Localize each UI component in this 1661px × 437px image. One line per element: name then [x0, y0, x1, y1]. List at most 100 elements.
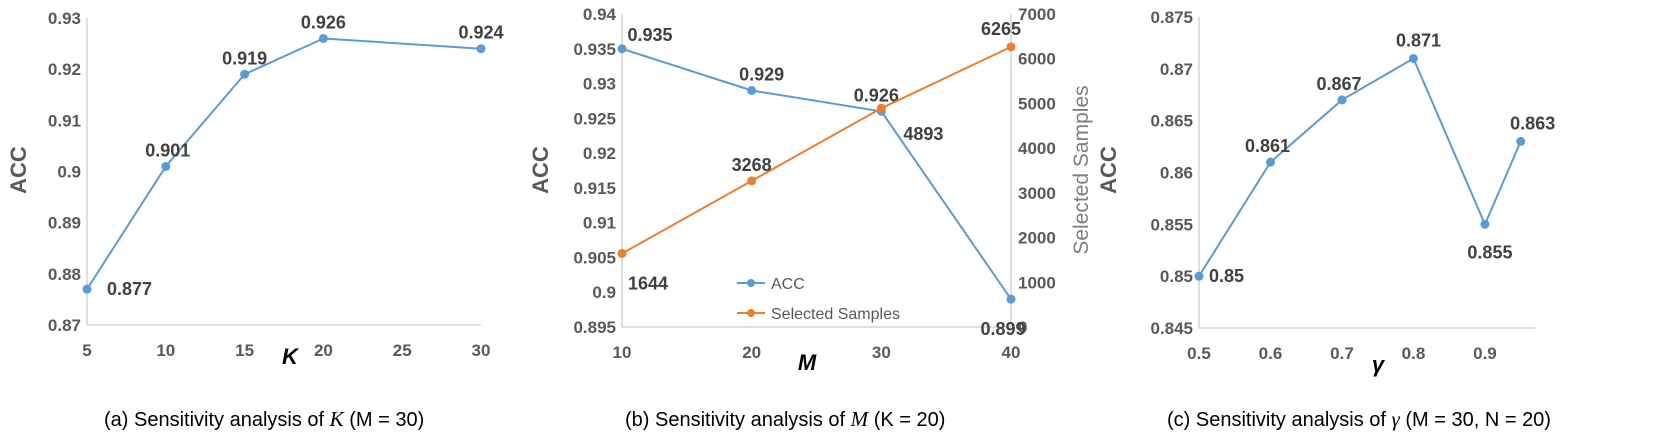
x-axis-title: γ — [1372, 352, 1386, 377]
y2-tick-label: 4000 — [1018, 139, 1056, 158]
series-line — [86, 37, 482, 290]
x-tick-label: 20 — [314, 341, 333, 360]
caption-a: (a) Sensitivity analysis of K (M = 30) — [104, 407, 424, 432]
y2-axis-title: Selected Samples — [1070, 85, 1093, 254]
chart-m-sensitivity: 0.895 0.9 0.905 0.91 0.915 0.92 0.925 0.93 0.935… — [528, 5, 1093, 375]
data-label: 0.855 — [1467, 242, 1512, 262]
caption-a-prefix: (a) Sensitivity analysis of — [104, 409, 330, 431]
y-tick-label: 0.89 — [48, 214, 81, 233]
data-point — [876, 103, 886, 113]
data-point — [1006, 294, 1016, 304]
y-tick-label: 0.94 — [583, 5, 617, 24]
legend-swatch-marker — [747, 309, 755, 317]
data-label: 0.871 — [1396, 30, 1441, 50]
y2-tick-label: 1000 — [1018, 273, 1056, 292]
data-label: 0.901 — [145, 140, 190, 160]
data-point — [617, 248, 627, 258]
x-tick-label: 10 — [156, 341, 175, 360]
x-tick-label: 5 — [82, 341, 91, 360]
x-tick-label: 25 — [393, 341, 412, 360]
y-tick-label: 0.93 — [583, 75, 616, 94]
data-point — [1006, 42, 1016, 52]
chart-gamma-sensitivity: 0.845 0.85 0.855 0.86 0.865 0.87 0.875 0.5 0.6 0.… — [1096, 8, 1555, 377]
y-tick-label: 0.895 — [573, 318, 616, 337]
data-point — [1337, 95, 1347, 105]
caption-a-var: K — [329, 407, 344, 431]
x-axis-title: K — [282, 344, 300, 369]
data-label: 0.899 — [980, 319, 1025, 339]
y-tick-label: 0.9 — [57, 163, 81, 182]
caption-b-prefix: (b) Sensitivity analysis of — [625, 409, 851, 431]
y-tick-label: 0.9 — [592, 283, 616, 302]
chart-k-sensitivity: 0.87 0.88 0.89 0.9 0.91 0.92 0.93 5 10 15 20 25 30 AC… — [6, 9, 504, 369]
y-tick-label: 0.88 — [48, 265, 81, 284]
data-point — [1194, 271, 1204, 281]
data-point — [1408, 53, 1418, 63]
y-tick-label: 0.91 — [48, 111, 81, 130]
data-label: 0.861 — [1245, 136, 1290, 156]
y-tick-label: 0.925 — [573, 109, 616, 128]
data-point — [1480, 219, 1490, 229]
y2-tick-label: 0 — [1018, 318, 1027, 337]
x-tick-label: 0.6 — [1259, 344, 1283, 363]
x-tick-label: 0.5 — [1187, 344, 1211, 363]
data-label: 0.935 — [627, 25, 672, 45]
y-tick-label: 0.92 — [48, 60, 81, 79]
y2-tick-label: 3000 — [1018, 184, 1056, 203]
y-tick-label: 0.905 — [573, 248, 616, 267]
data-label: 0.867 — [1316, 74, 1361, 94]
data-point — [161, 161, 171, 171]
data-point — [476, 44, 486, 54]
y-tick-label: 0.85 — [1160, 267, 1193, 286]
data-label: 0.877 — [107, 279, 152, 299]
y-tick-label: 0.915 — [573, 179, 616, 198]
data-label: 0.926 — [301, 12, 346, 32]
data-label: 4893 — [903, 124, 943, 144]
x-tick-label: 10 — [613, 343, 632, 362]
y-axis-title: ACC — [1096, 146, 1121, 194]
caption-c-prefix: (c) Sensitivity analysis of — [1167, 409, 1392, 431]
x-tick-label: 40 — [1002, 343, 1021, 362]
data-label: 0.924 — [458, 23, 503, 43]
x-tick-label: 30 — [472, 341, 491, 360]
y-tick-label: 0.875 — [1150, 8, 1193, 27]
data-label: 0.863 — [1510, 113, 1555, 133]
caption-b: (b) Sensitivity analysis of M (K = 20) — [625, 407, 945, 432]
x-tick-label: 0.8 — [1402, 344, 1426, 363]
data-point — [1516, 136, 1526, 146]
y-tick-label: 0.87 — [1160, 60, 1193, 79]
data-label: 0.926 — [854, 85, 899, 105]
y-axis-title: ACC — [6, 146, 31, 194]
x-tick-label: 20 — [742, 343, 761, 362]
legend-label: Selected Samples — [771, 306, 900, 323]
caption-c-suffix: (M = 30, N = 20) — [1399, 409, 1551, 431]
y-tick-label: 0.865 — [1150, 112, 1193, 131]
y-tick-label: 0.92 — [583, 144, 616, 163]
x-tick-label: 30 — [872, 343, 891, 362]
x-tick-label: 0.7 — [1330, 344, 1354, 363]
y-tick-label: 0.86 — [1160, 164, 1193, 183]
y2-tick-label: 6000 — [1018, 50, 1056, 69]
series-line — [621, 45, 1012, 255]
y-tick-label: 0.935 — [573, 40, 616, 59]
y-axis-title: ACC — [528, 146, 553, 194]
caption-c-var: γ — [1391, 407, 1400, 431]
y-tick-label: 0.855 — [1150, 215, 1193, 234]
y-tick-label: 0.93 — [48, 9, 81, 28]
data-label: 0.919 — [222, 48, 267, 68]
x-axis-title: M — [798, 350, 817, 375]
series-line — [621, 47, 1012, 300]
data-label: 3268 — [732, 155, 772, 175]
y2-tick-label: 5000 — [1018, 94, 1056, 113]
caption-b-suffix: (K = 20) — [868, 409, 946, 431]
data-label: 1644 — [628, 273, 668, 293]
y-tick-label: 0.845 — [1150, 319, 1193, 338]
data-point — [617, 44, 627, 54]
data-point — [318, 33, 328, 43]
x-tick-label: 0.9 — [1473, 344, 1497, 363]
legend-label: ACC — [771, 276, 805, 293]
caption-a-suffix: (M = 30) — [343, 409, 425, 431]
x-tick-label: 15 — [235, 341, 254, 360]
data-point — [82, 284, 92, 294]
